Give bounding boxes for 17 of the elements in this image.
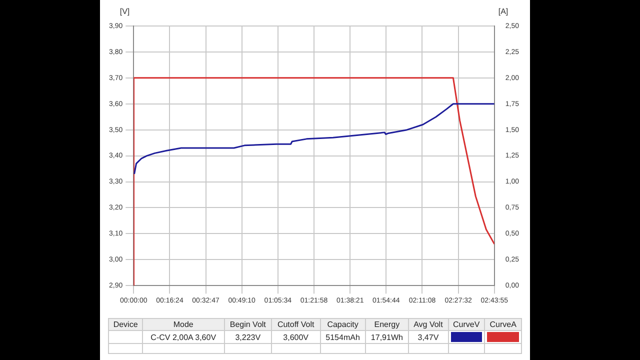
text: 17,91Wh xyxy=(366,330,408,344)
text: CurveA xyxy=(484,318,522,330)
y2-axis-title: [A] xyxy=(498,7,508,16)
text: CurveV xyxy=(448,318,485,330)
text: Device xyxy=(108,318,143,330)
text: Mode xyxy=(142,318,224,330)
text: 3,223V xyxy=(224,330,272,344)
text: C-CV 2,00A 3,60V xyxy=(142,330,224,344)
text: 3,600V xyxy=(272,330,320,344)
text: Cutoff Volt xyxy=(272,318,320,330)
text: 3,47V xyxy=(408,330,448,344)
text: Avg Volt xyxy=(408,318,448,330)
text: Capacity xyxy=(320,318,366,330)
text: Begin Volt xyxy=(224,318,272,330)
text: Energy xyxy=(366,318,408,330)
text: 5154mAh xyxy=(320,330,366,344)
y-axis-title: [V] xyxy=(120,7,130,16)
